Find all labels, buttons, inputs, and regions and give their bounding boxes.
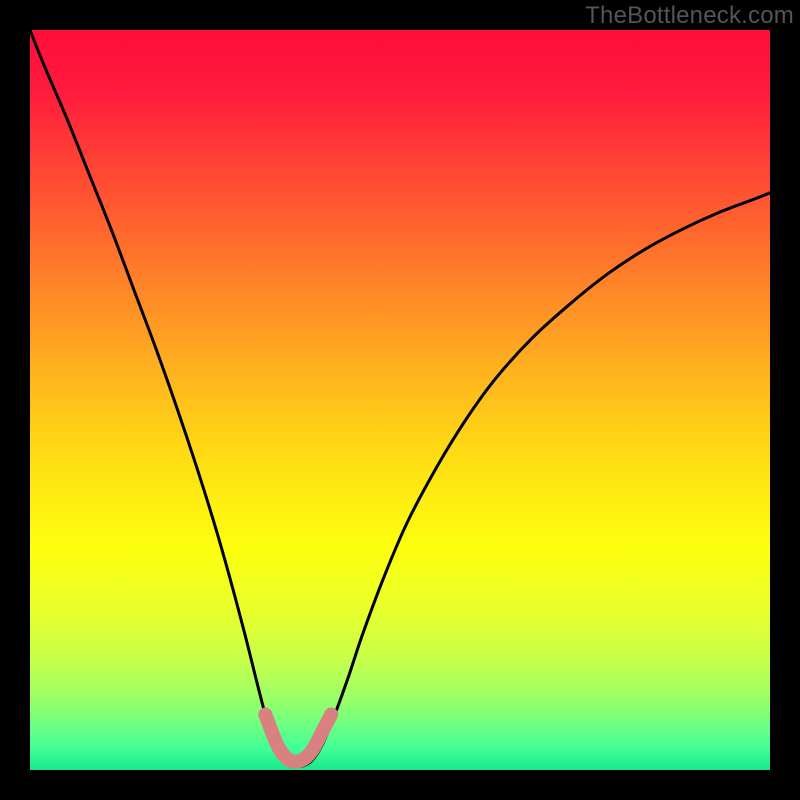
- chart-frame: TheBottleneck.com: [0, 0, 800, 800]
- watermark-text: TheBottleneck.com: [585, 2, 794, 30]
- gradient-plot-area: [30, 30, 770, 770]
- bottleneck-chart: [0, 0, 800, 800]
